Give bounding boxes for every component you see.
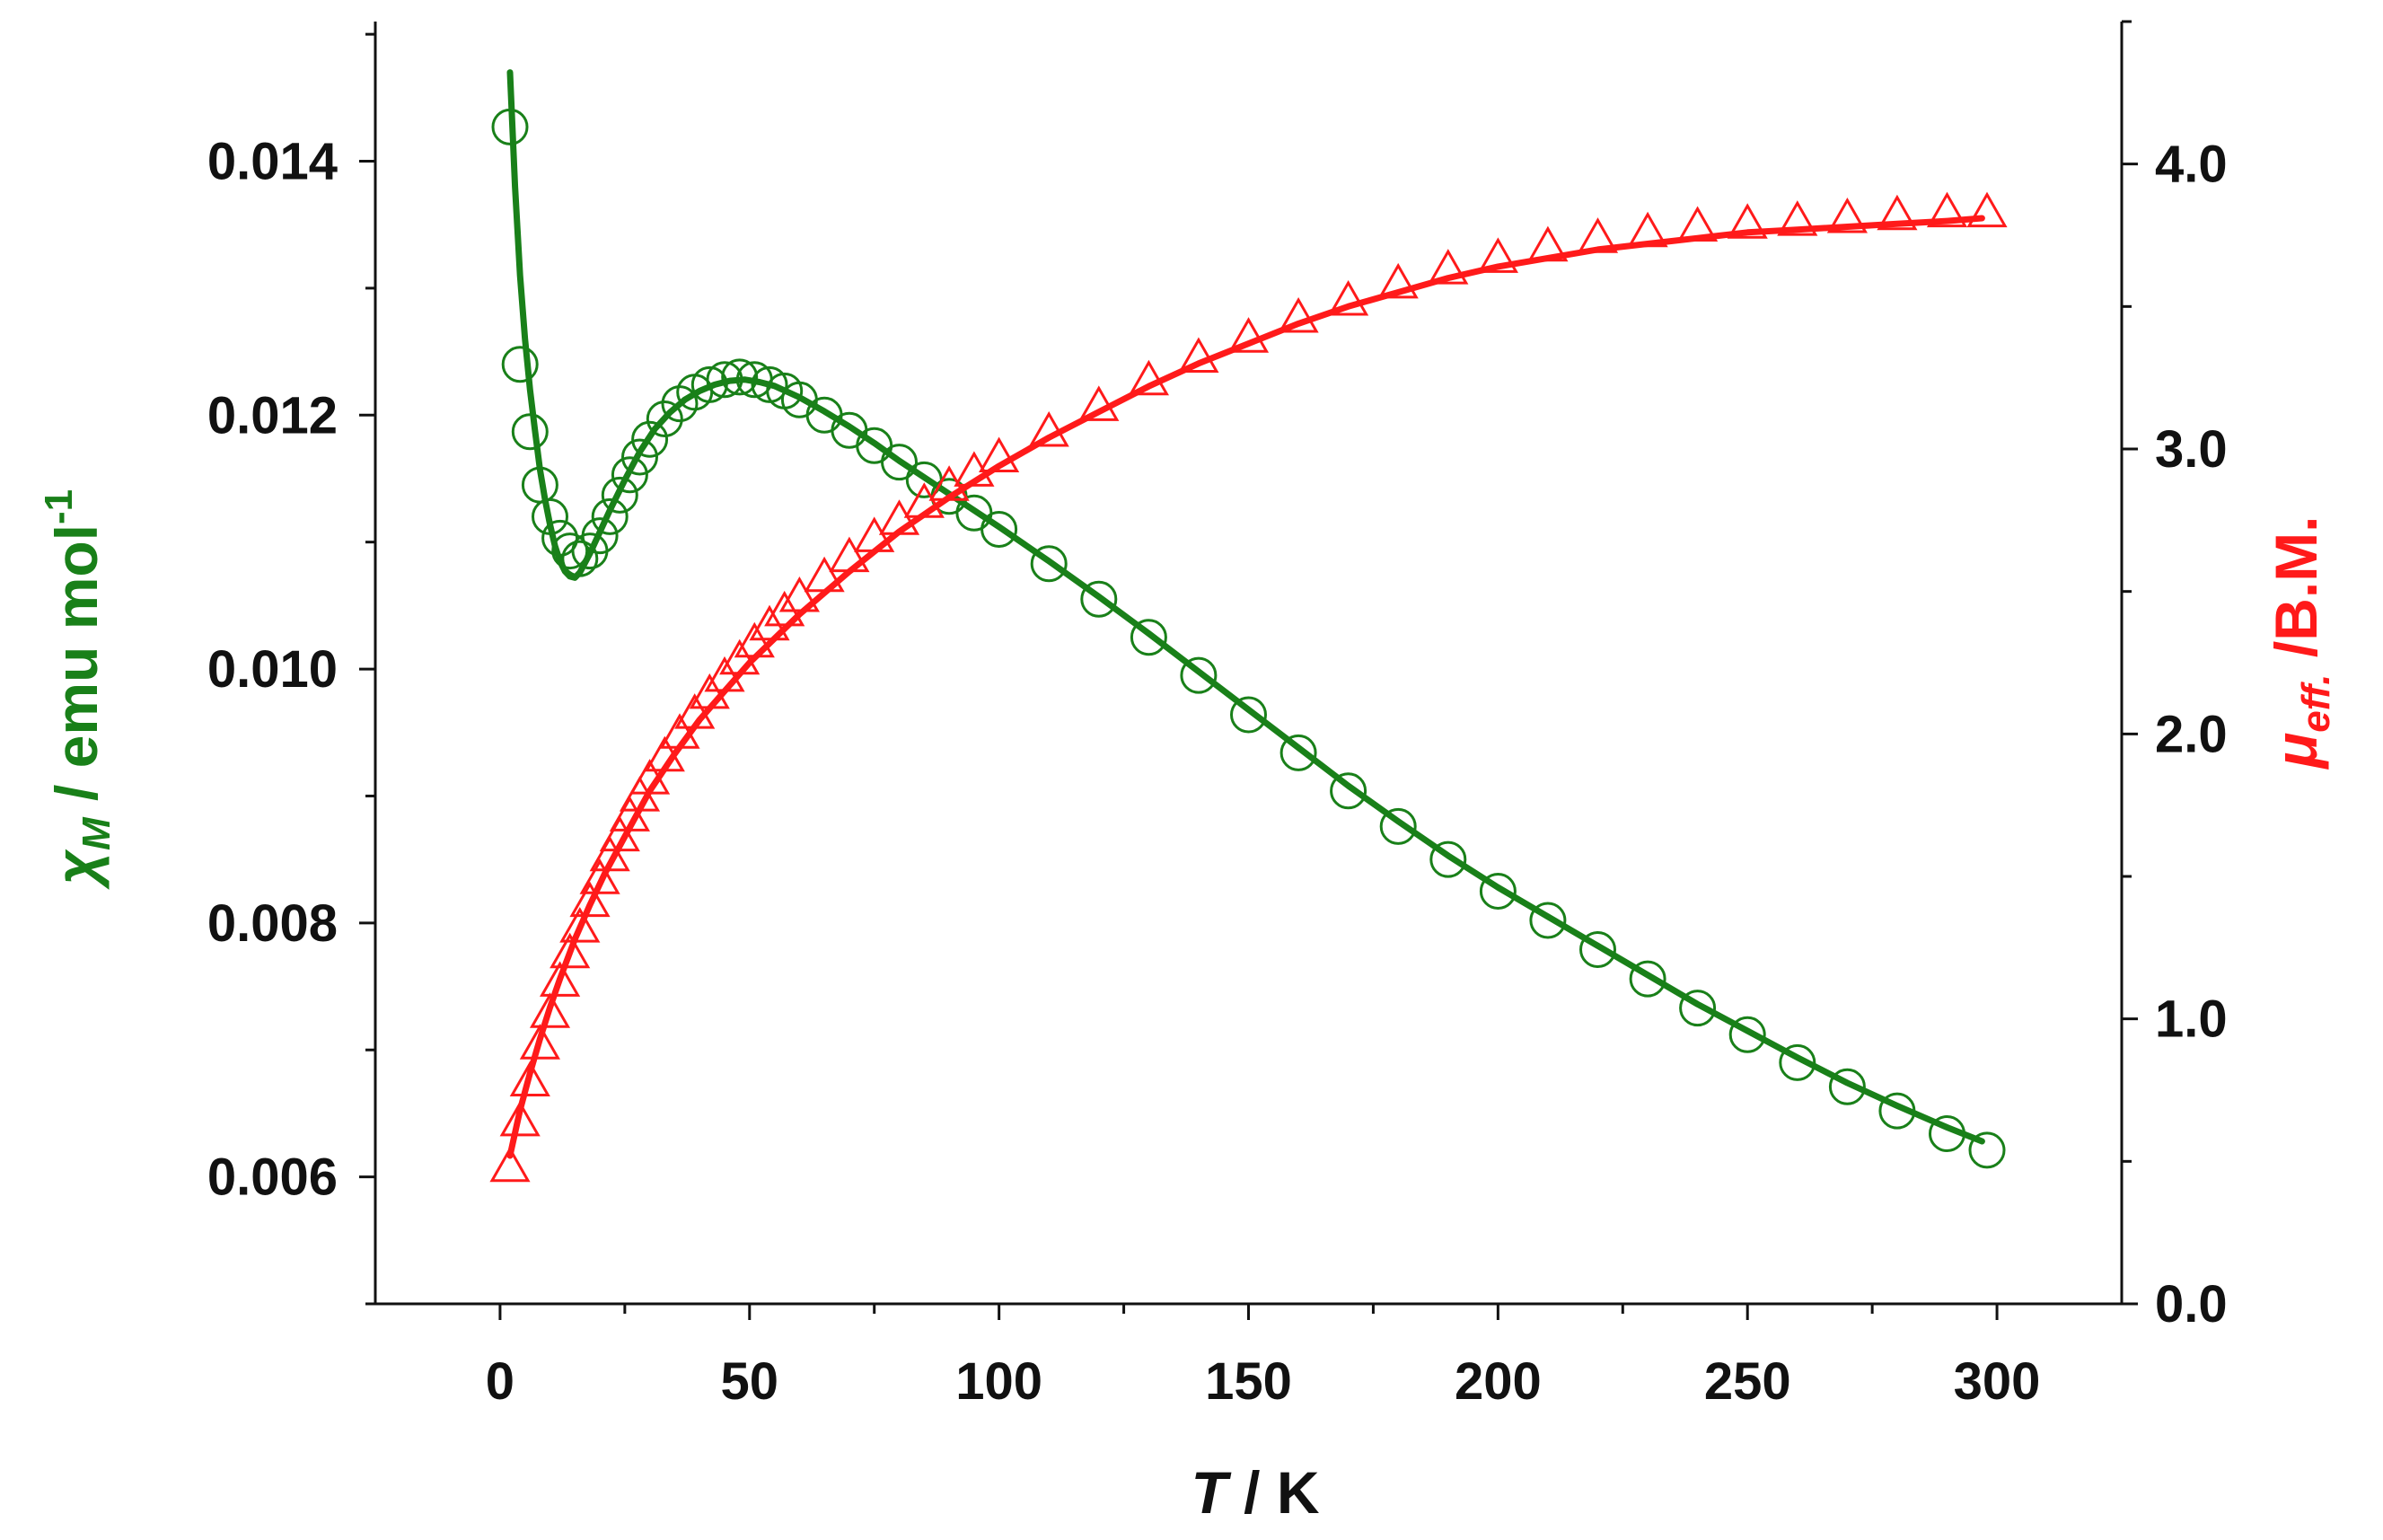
mu-data-point — [1926, 191, 1968, 228]
chi-data-point — [1030, 545, 1068, 583]
mu-data-point — [1428, 249, 1469, 285]
mu-data-point — [829, 536, 870, 573]
mu-data-point — [499, 1100, 541, 1137]
mu-data-point — [559, 907, 601, 943]
chi-data-point — [631, 420, 669, 458]
chi-data-point — [511, 413, 549, 451]
mu-data-point — [550, 932, 591, 969]
chi-data-point — [621, 438, 658, 476]
chi-data-point — [1379, 807, 1417, 845]
y-left-axis-title: χM / emu mol-1 — [37, 489, 119, 890]
x-tick-label: 100 — [955, 1352, 1042, 1411]
chi-data-point — [501, 346, 539, 383]
chi-data-point — [1429, 840, 1467, 878]
mu-data-point — [1178, 337, 1219, 373]
x-tick-label: 150 — [1205, 1352, 1292, 1411]
chi-data-point — [551, 532, 589, 570]
mu-data-point — [1477, 237, 1518, 273]
mu-fit-line — [506, 215, 1985, 1159]
mu-data-point — [1377, 262, 1419, 299]
y-right-tick-label: 3.0 — [2155, 420, 2228, 479]
y-left-tick-label: 0.014 — [207, 133, 338, 191]
chi-fit-line — [506, 69, 1985, 1145]
y-right-tick-label: 0.0 — [2155, 1275, 2228, 1333]
mu-data-point — [734, 621, 775, 658]
y-right-tick-label: 2.0 — [2155, 705, 2228, 763]
chi-data-point — [1728, 1016, 1766, 1053]
y-left-title-subscript: M — [75, 816, 119, 850]
x-axis: 0 50 100 150 200 250 300 — [486, 1304, 2041, 1411]
mu-data-point — [1727, 203, 1768, 239]
x-axis-title: T / K — [1191, 1459, 1319, 1526]
y-left-title-unit: / emu mol — [43, 524, 110, 817]
chi-data-point — [1180, 656, 1218, 694]
chi-data-point — [1629, 960, 1666, 998]
mu-data-point — [489, 1146, 531, 1183]
chi-data-point — [881, 444, 918, 481]
mu-data-point — [1966, 191, 2008, 228]
y-right-title-unit: /B.M. — [2263, 515, 2329, 673]
chi-data-point — [980, 511, 1018, 548]
y-axis-right: 0.0 1.0 2.0 3.0 4.0 — [2122, 20, 2228, 1333]
x-tick-label: 300 — [1954, 1352, 2041, 1411]
chi-data-point — [1529, 902, 1567, 939]
mu-data-point — [1227, 317, 1270, 353]
y-left-tick-label: 0.012 — [207, 386, 338, 444]
chi-data-point — [1679, 990, 1717, 1027]
mu-data-point — [569, 881, 611, 918]
chi-data-point — [1080, 580, 1118, 618]
y-left-title-symbol: χ — [43, 849, 110, 890]
chi-data-point — [1130, 619, 1167, 656]
mu-data-point — [529, 992, 571, 1028]
chi-data-point — [721, 358, 759, 396]
y-left-tick-label: 0.010 — [207, 640, 338, 699]
y-right-axis-title: μeff. /B.M. — [2263, 515, 2338, 770]
mu-data-point — [1328, 279, 1369, 316]
chi-data-point — [1828, 1068, 1866, 1105]
mu-data-point — [579, 858, 620, 894]
mu-data-point — [1826, 197, 1868, 233]
mu-data-point — [1777, 200, 1818, 236]
chi-data-point — [591, 497, 629, 535]
chi-data-point — [751, 365, 788, 403]
y-right-tick-label: 1.0 — [2155, 990, 2228, 1049]
chi-data-point — [601, 476, 638, 514]
chi-data-point — [1479, 873, 1517, 910]
plot-frame — [374, 22, 2124, 1306]
y-left-title-superscript: -1 — [37, 489, 81, 524]
x-axis-title-variable: T — [1191, 1459, 1231, 1526]
mu-data-point — [540, 961, 581, 997]
x-tick-label: 200 — [1455, 1352, 1542, 1411]
mu-data-point — [1278, 296, 1319, 333]
mu-data-point — [1877, 194, 1918, 231]
y-right-title-symbol: μ — [2263, 733, 2329, 770]
data-series — [489, 69, 2008, 1183]
mu-data-point — [509, 1060, 550, 1096]
chi-data-point — [1579, 931, 1616, 968]
mu-data-point — [1128, 359, 1169, 396]
x-tick-label: 0 — [486, 1352, 514, 1411]
y-left-tick-label: 0.006 — [207, 1148, 338, 1207]
chi-data-point — [1330, 772, 1367, 810]
mu-data-point — [519, 1024, 560, 1060]
y-axis-left: 0.006 0.008 0.010 0.012 0.014 — [207, 32, 375, 1306]
y-left-tick-label: 0.008 — [207, 894, 338, 953]
chi-data-point — [1230, 696, 1267, 734]
chi-data-point — [1968, 1131, 2006, 1169]
chi-data-point — [1279, 734, 1317, 771]
y-right-tick-label: 4.0 — [2155, 136, 2228, 194]
chi-data-point — [581, 517, 619, 555]
chi-data-point — [611, 456, 648, 494]
mu-data-point — [979, 436, 1020, 472]
x-tick-label: 250 — [1704, 1352, 1791, 1411]
y-right-title-subscript: eff. — [2294, 673, 2338, 732]
chi-data-point — [646, 400, 683, 437]
x-axis-title-unit: / K — [1227, 1459, 1320, 1526]
x-tick-label: 50 — [721, 1352, 779, 1411]
chi-data-point — [1779, 1043, 1816, 1081]
